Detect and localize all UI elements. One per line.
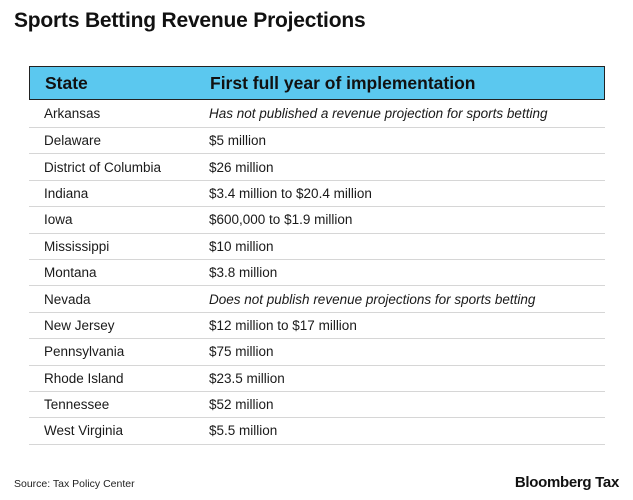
projection-cell: $10 million <box>209 238 274 254</box>
table-body: Arkansas Has not published a revenue proj… <box>29 100 605 445</box>
state-cell: West Virginia <box>44 423 124 439</box>
table-row: Arkansas Has not published a revenue proj… <box>29 100 605 128</box>
table-row: Nevada Does not publish revenue projectio… <box>29 286 605 313</box>
projection-cell: $75 million <box>209 344 274 360</box>
table-row: Pennsylvania $75 million <box>29 339 605 366</box>
revenue-table: State First full year of implementation … <box>29 66 605 445</box>
table-row: Delaware $5 million <box>29 128 605 155</box>
source-note: Source: Tax Policy Center <box>14 478 135 490</box>
projection-cell: $5.5 million <box>209 423 278 439</box>
projection-cell: $5 million <box>209 133 267 149</box>
table-row: Mississippi $10 million <box>29 234 605 260</box>
table-row: New Jersey $12 million to $17 million <box>29 313 605 340</box>
projection-cell: $3.4 million to $20.4 million <box>209 185 372 201</box>
table-row: West Virginia $5.5 million <box>29 418 605 445</box>
projection-cell: $12 million to $17 million <box>209 317 357 333</box>
projection-cell: Has not published a revenue projection f… <box>209 106 548 121</box>
table-row: Montana $3.8 million <box>29 260 605 287</box>
state-cell: District of Columbia <box>44 159 162 175</box>
projection-cell: $23.5 million <box>209 370 285 386</box>
projection-cell: Does not publish revenue projections for… <box>209 291 536 307</box>
state-cell: Montana <box>44 265 97 281</box>
state-cell: Arkansas <box>44 106 101 121</box>
projection-cell: $26 million <box>209 159 274 175</box>
table-row: Tennessee $52 million <box>29 392 605 419</box>
projection-cell: $600,000 to $1.9 million <box>209 212 353 228</box>
table-row: Indiana $3.4 million to $20.4 million <box>29 181 605 208</box>
state-cell: Indiana <box>44 185 89 201</box>
projection-cell: $52 million <box>209 397 274 413</box>
state-cell: Iowa <box>44 212 73 228</box>
header-first-full-year: First full year of implementation <box>210 72 476 93</box>
projection-cell: $3.8 million <box>209 265 278 281</box>
state-cell: Tennessee <box>44 397 110 413</box>
table-header: State First full year of implementation <box>29 66 605 100</box>
header-state: State <box>45 72 88 93</box>
state-cell: Nevada <box>44 291 91 307</box>
table-row: Iowa $600,000 to $1.9 million <box>29 207 605 234</box>
page-title: Sports Betting Revenue Projections <box>14 9 366 32</box>
state-cell: Mississippi <box>44 238 110 254</box>
state-cell: Delaware <box>44 133 102 149</box>
table-row: Rhode Island $23.5 million <box>29 366 605 392</box>
state-cell: Rhode Island <box>44 370 124 386</box>
state-cell: New Jersey <box>44 317 115 333</box>
state-cell: Pennsylvania <box>44 344 125 360</box>
brand-logo: Bloomberg Tax <box>514 474 619 491</box>
table-row: District of Columbia $26 million <box>29 154 605 181</box>
